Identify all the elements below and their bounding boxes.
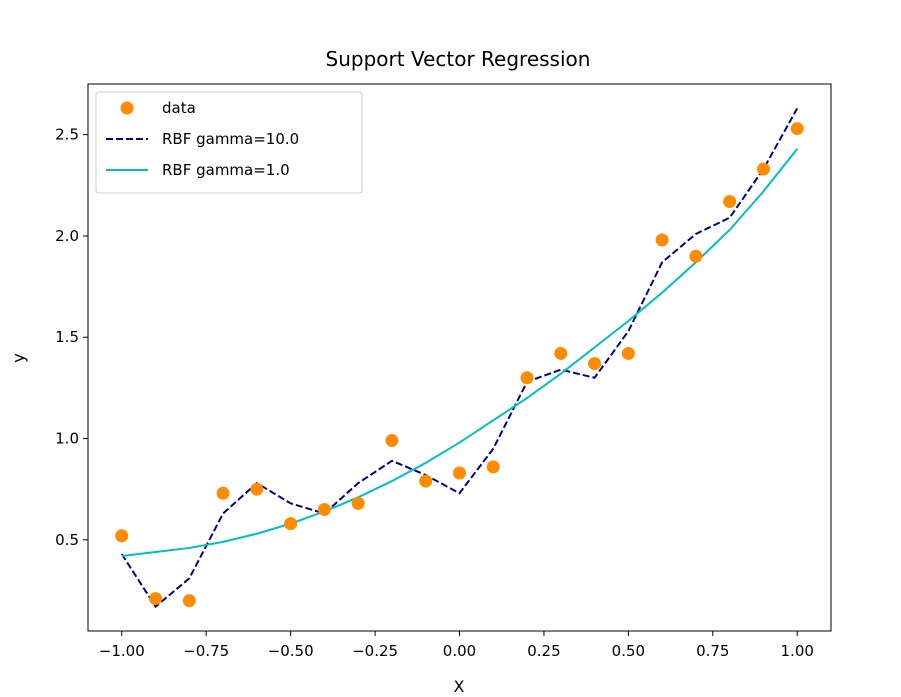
- data-point: [351, 496, 365, 510]
- data-point: [284, 517, 298, 531]
- data-point: [588, 357, 602, 371]
- data-point: [182, 594, 196, 608]
- y-tick-label: 1.5: [55, 328, 79, 346]
- x-tick-label: −0.75: [183, 642, 229, 660]
- legend: data RBF gamma=10.0 RBF gamma=1.0: [95, 91, 363, 194]
- legend-marker-0: [120, 101, 134, 115]
- data-point: [790, 122, 804, 136]
- x-axis-label: X: [454, 677, 465, 696]
- data-point: [149, 592, 163, 606]
- data-point: [250, 482, 264, 496]
- y-tick-label: 0.5: [55, 531, 79, 549]
- data-point: [317, 502, 331, 516]
- series-line-1: [120, 107, 799, 609]
- x-tick-label: 1.00: [781, 642, 814, 660]
- data-point: [486, 460, 500, 474]
- y-tick-label: 2.5: [55, 126, 79, 144]
- data-point: [756, 162, 770, 176]
- data-point: [385, 434, 399, 448]
- x-tick-label: 0.75: [696, 642, 729, 660]
- data-point: [216, 486, 230, 500]
- x-tick-label: 0.50: [612, 642, 645, 660]
- data-point: [453, 466, 466, 480]
- x-tick-label: 0.25: [527, 642, 560, 660]
- data-point: [115, 529, 129, 543]
- legend-label-0: data: [162, 99, 196, 117]
- legend-label-2: RBF gamma=1.0: [162, 161, 290, 179]
- chart-title: Support Vector Regression: [326, 47, 591, 71]
- data-point: [655, 233, 669, 247]
- data-point: [554, 346, 568, 360]
- x-tick-label: −0.50: [268, 642, 314, 660]
- data-point: [689, 249, 703, 263]
- legend-box: [95, 91, 363, 194]
- data-point: [419, 474, 433, 488]
- x-tick-label: −0.25: [352, 642, 398, 660]
- data-point: [520, 371, 534, 385]
- data-point: [723, 195, 737, 208]
- y-tick-label: 1.0: [55, 430, 79, 448]
- series-line-2: [121, 148, 799, 558]
- data-point: [621, 346, 635, 360]
- y-axis-label: y: [9, 353, 28, 362]
- legend-label-1: RBF gamma=10.0: [162, 130, 299, 148]
- x-tick-label: 0.00: [443, 642, 476, 660]
- x-tick-label: −1.00: [99, 642, 145, 660]
- y-tick-label: 2.0: [55, 227, 79, 245]
